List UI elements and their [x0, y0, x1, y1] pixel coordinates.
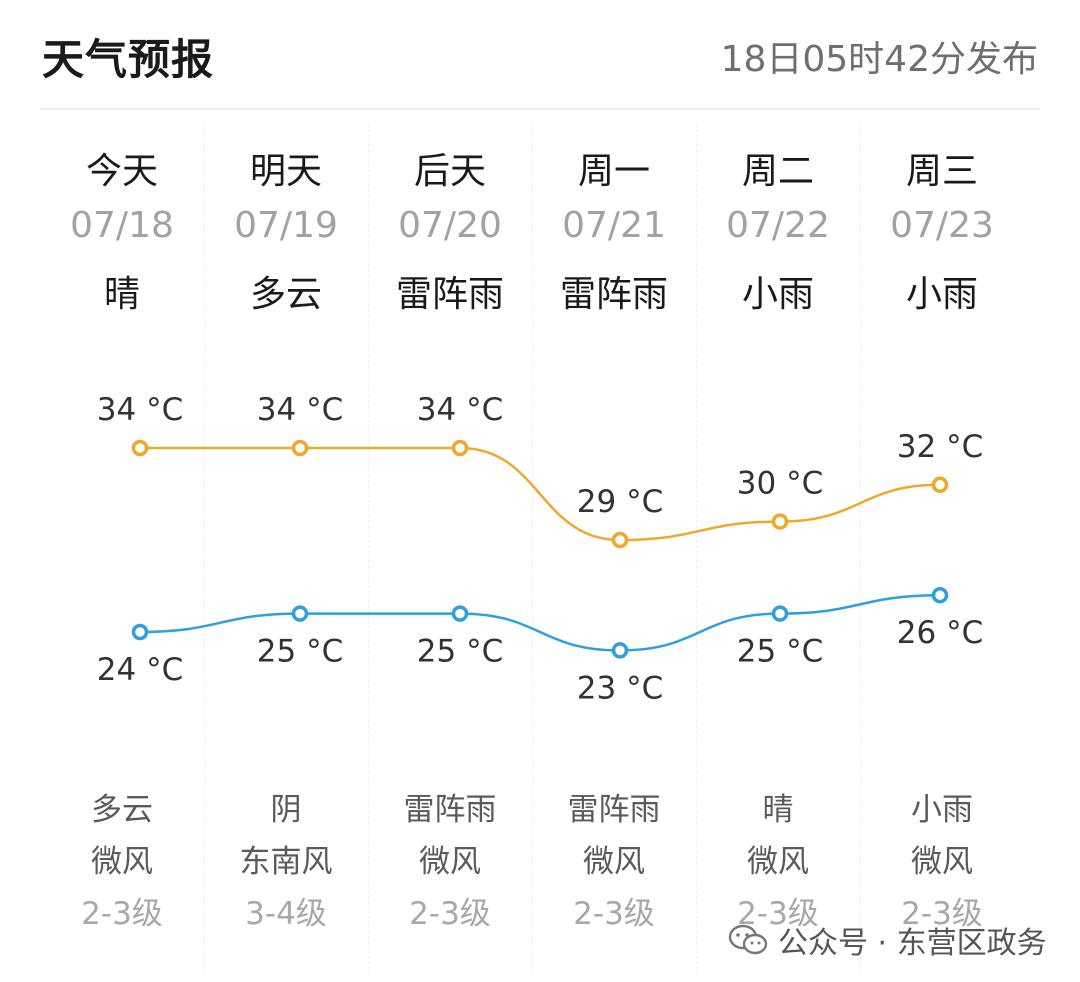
low-temp-label-1: 25 °C	[257, 634, 343, 670]
date-label: 07/19	[234, 205, 338, 246]
forecast-column-4[interactable]: 周二 07/22 小雨 晴 微风 2-3级	[696, 0, 860, 982]
date-label: 07/20	[398, 205, 502, 246]
date-label: 07/21	[562, 205, 666, 246]
day-label: 周三	[905, 151, 978, 192]
column-separator	[860, 124, 861, 974]
high-temp-point-0	[131, 439, 149, 457]
low-temp-label-0: 24 °C	[97, 652, 183, 688]
page-title: 天气预报	[42, 35, 215, 84]
wind-level: 2-3级	[81, 896, 163, 932]
day-label: 周二	[741, 151, 814, 192]
high-temp-point-4	[771, 513, 789, 530]
low-temp-point-0	[131, 623, 149, 641]
wind-level: 3-4级	[245, 896, 327, 932]
header-divider	[40, 108, 1040, 110]
high-temp-label-1: 34 °C	[257, 392, 343, 428]
night-weather: 雷阵雨	[567, 792, 661, 828]
night-weather: 多云	[91, 792, 153, 828]
high-temp-line	[140, 446, 941, 542]
column-separator	[204, 124, 205, 974]
day-label: 明天	[249, 151, 322, 192]
day-label: 后天	[413, 151, 486, 192]
low-temp-label-2: 25 °C	[417, 634, 503, 670]
wind-direction: 微风	[91, 844, 153, 880]
high-temp-point-2	[451, 439, 469, 457]
day-label: 今天	[85, 151, 158, 192]
date-label: 07/22	[726, 205, 830, 246]
night-weather: 小雨	[911, 792, 973, 828]
wind-direction: 微风	[419, 844, 481, 880]
day-weather: 小雨	[741, 274, 814, 315]
forecast-column-3[interactable]: 周一 07/21 雷阵雨 雷阵雨 微风 2-3级	[532, 0, 696, 982]
day-weather: 雷阵雨	[395, 274, 504, 315]
high-temp-point-3	[611, 531, 629, 549]
date-label: 07/18	[70, 205, 174, 246]
forecast-column-0[interactable]: 今天 07/18 晴 多云 微风 2-3级	[40, 0, 204, 982]
publish-time: 18日05时42分发布	[720, 39, 1038, 80]
low-temp-point-3	[611, 642, 629, 659]
day-weather: 多云	[249, 274, 322, 315]
high-temp-label-3: 29 °C	[577, 484, 663, 520]
low-temp-point-5	[931, 586, 949, 604]
wind-direction: 微风	[747, 844, 809, 880]
date-label: 07/23	[890, 205, 994, 246]
high-temp-label-2: 34 °C	[417, 392, 503, 428]
day-weather: 小雨	[905, 274, 978, 315]
low-temp-label-4: 25 °C	[737, 634, 823, 670]
high-temp-label-5: 32 °C	[897, 429, 983, 465]
wind-level: 2-3级	[409, 896, 491, 932]
low-temp-line	[139, 593, 941, 652]
column-separator	[368, 124, 369, 974]
high-temp-point-1	[291, 439, 309, 457]
wind-direction: 微风	[583, 844, 645, 880]
night-weather: 雷阵雨	[403, 792, 497, 828]
day-weather: 雷阵雨	[559, 274, 668, 315]
high-temp-label-4: 30 °C	[737, 466, 823, 502]
header: 天气预报 18日05时42分发布	[40, 0, 1040, 108]
watermark: 公众号 · 东营区政务	[728, 922, 1047, 961]
wind-level: 2-3级	[573, 896, 655, 932]
wind-level: 2-3级	[901, 896, 983, 932]
forecast-column-2[interactable]: 后天 07/20 雷阵雨 雷阵雨 微风 2-3级	[368, 0, 532, 982]
high-temp-label-0: 34 °C	[97, 392, 183, 428]
low-temp-point-2	[451, 605, 469, 622]
forecast-column-1[interactable]: 明天 07/19 多云 阴 东南风 3-4级	[204, 0, 368, 982]
low-temp-point-1	[291, 605, 309, 622]
night-weather: 阴	[270, 792, 302, 828]
wechat-icon	[728, 924, 768, 955]
wind-direction: 微风	[911, 844, 973, 880]
high-temp-point-5	[931, 476, 949, 494]
day-label: 周一	[577, 151, 650, 192]
wind-direction: 东南风	[239, 844, 333, 880]
low-temp-label-5: 26 °C	[897, 615, 983, 651]
column-separator	[696, 124, 697, 974]
low-temp-label-3: 23 °C	[577, 670, 663, 706]
forecast-column-5[interactable]: 周三 07/23 小雨 小雨 微风 2-3级	[860, 0, 1024, 982]
day-weather: 晴	[103, 274, 140, 315]
column-separator	[532, 124, 533, 974]
watermark-text: 公众号 · 东营区政务	[778, 926, 1047, 961]
low-temp-point-4	[771, 605, 789, 622]
night-weather: 晴	[762, 792, 794, 828]
wind-level: 2-3级	[737, 896, 819, 932]
